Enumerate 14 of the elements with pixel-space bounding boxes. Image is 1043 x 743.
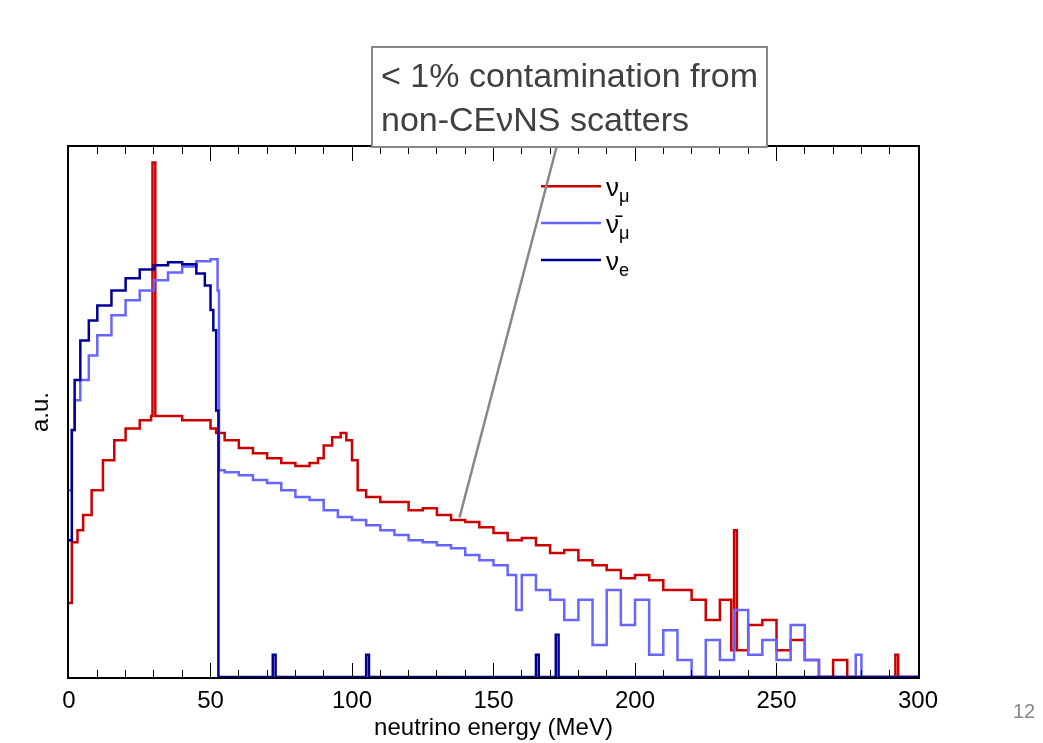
x-tick-label: 50 <box>197 685 224 713</box>
x-axis-title: neutrino energy (MeV) <box>374 712 613 740</box>
y-axis-title: a.u. <box>25 391 53 433</box>
x-tick-label: 300 <box>897 685 939 713</box>
x-tick-label: 250 <box>756 685 797 713</box>
text: 12 <box>1013 700 1036 722</box>
legend-label: ν$_{e}$ <box>605 246 630 280</box>
annotation: < 1% contamination from non-CEνNS scatters <box>381 56 759 139</box>
legend-label: ν$_{μ}$ <box>605 172 630 206</box>
legend-label: ν̄$_{μ}$ <box>605 209 630 243</box>
x-tick-label: 100 <box>331 685 373 713</box>
x-tick-label: 0 <box>62 685 76 713</box>
x-tick-label: 150 <box>473 685 514 713</box>
x-tick-label: 200 <box>614 685 656 713</box>
